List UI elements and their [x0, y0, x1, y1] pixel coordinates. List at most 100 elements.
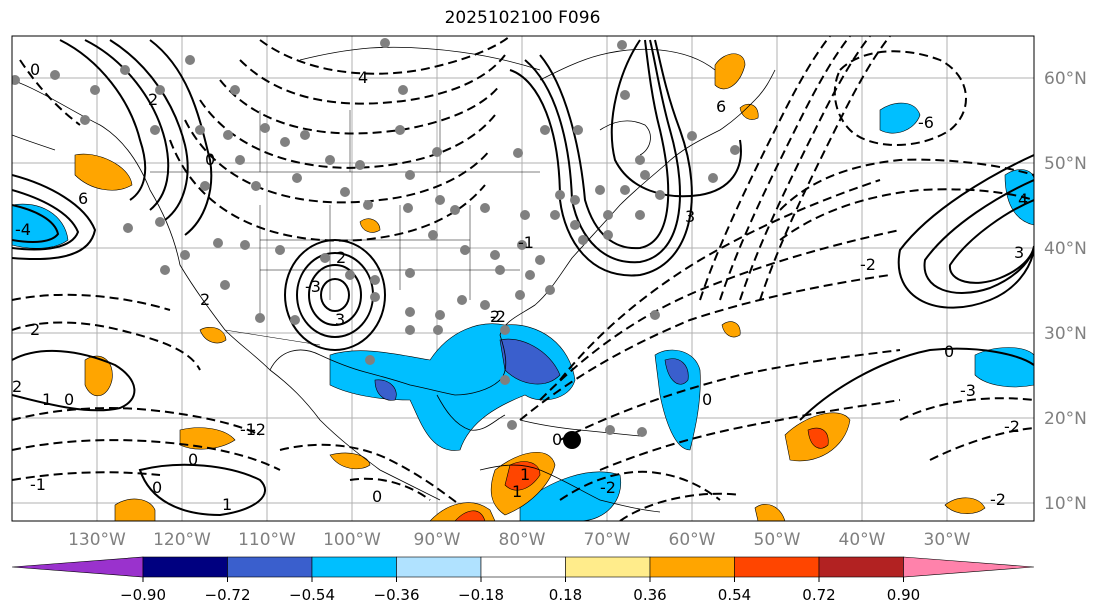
- colorbar-tick-label: −0.72: [205, 586, 251, 604]
- map-title: 2025102100 F096: [444, 8, 601, 28]
- contour-label: 0: [30, 60, 40, 79]
- lon-label: 80°W: [499, 530, 546, 550]
- contour-label: 3: [1014, 243, 1024, 262]
- colorbar-tick-label: −0.18: [458, 586, 504, 604]
- map-panel: [12, 36, 1034, 521]
- lon-label: 60°W: [669, 530, 716, 550]
- caribbean-negative-region: [519, 471, 622, 521]
- longitude-labels: 130°W 120°W 110°W 100°W 90°W 80°W 70°W 6…: [68, 530, 971, 550]
- lon-label: 30°W: [924, 530, 971, 550]
- lon-label: 70°W: [584, 530, 631, 550]
- pacific-positive-region-4: [114, 498, 156, 521]
- colorbar-segment: [649, 556, 735, 578]
- lon-label: 100°W: [323, 530, 381, 550]
- colorbar-tick-label: 0.54: [718, 586, 751, 604]
- colorbar-segment: [565, 556, 651, 578]
- gulf-positive-small: [721, 321, 741, 338]
- colorbar-tick-label: −0.54: [289, 586, 335, 604]
- contour-label: 6: [716, 97, 726, 116]
- contour-label: 0: [702, 390, 712, 409]
- pacific-positive-region-3: [329, 452, 371, 470]
- contour-label: 3: [335, 310, 345, 329]
- colorbar-segment: [818, 556, 904, 578]
- contour-label: 0: [944, 342, 954, 361]
- contour-label: 2: [12, 377, 22, 396]
- contour-label: -2: [1004, 417, 1020, 436]
- colorbar-segment: [734, 556, 820, 578]
- lat-label: 40°N: [1044, 239, 1087, 259]
- colorbar-tick-label: −0.36: [374, 586, 420, 604]
- pacific-positive-region-2: [179, 427, 236, 450]
- lon-label: 50°W: [754, 530, 801, 550]
- colorbar-tick-label: 0.36: [633, 586, 666, 604]
- colorbar-tick-labels: −0.90 −0.72 −0.54 −0.36 −0.18 0.18 0.36 …: [120, 586, 920, 604]
- lakes-positive-small: [359, 218, 381, 233]
- contour-label: 0: [152, 478, 162, 497]
- colorbar-segment: [227, 556, 313, 578]
- contour-label: -1: [30, 475, 46, 494]
- contour-label: 1: [222, 495, 232, 514]
- colorbar-segment: [480, 556, 566, 578]
- contour-label: -1: [240, 420, 256, 439]
- contour-label: 0: [188, 450, 198, 469]
- canada-positive-region: [74, 153, 133, 191]
- colorbar: [11, 556, 1035, 578]
- contour-labels: 0 2 4 6 3 2 0 -2 -4 -6 4 6 2 0 3 -2 1 0 …: [12, 60, 1028, 514]
- atlantic-positive-core: [807, 427, 829, 449]
- colorbar-ticks: [142, 577, 904, 582]
- contour-label: -3: [960, 381, 976, 400]
- caribbean-positive-core: [504, 461, 541, 491]
- contour-label: -6: [918, 113, 934, 132]
- sea-positive-region: [739, 103, 759, 120]
- contour-label: 1: [512, 482, 522, 501]
- lon-label: 90°W: [414, 530, 461, 550]
- gulf-negative-west-core: [374, 379, 397, 401]
- east-positive-small-2: [754, 504, 786, 521]
- contour-label: -2: [600, 478, 616, 497]
- southwest-positive-small: [199, 327, 227, 344]
- atlantic-negative-region: [654, 349, 701, 451]
- contour-label: 0: [205, 150, 215, 169]
- lat-label: 30°N: [1044, 324, 1087, 344]
- lon-label: 110°W: [238, 530, 296, 550]
- colorbar-tick-label: −0.90: [120, 586, 166, 604]
- gulf-negative-core: [499, 338, 561, 385]
- colorbar-segment: [396, 556, 482, 578]
- lon-label: 130°W: [68, 530, 126, 550]
- contour-label: 6: [78, 189, 88, 208]
- lat-label: 50°N: [1044, 154, 1087, 174]
- contour-label: -4: [15, 220, 31, 239]
- labrador-positive-region: [714, 53, 746, 90]
- contour-label: 1: [520, 465, 530, 484]
- north-atlantic-negative-region: [879, 102, 921, 134]
- colorbar-extend-high: [903, 556, 1035, 578]
- colorbar-tick-label: 0.90: [887, 586, 920, 604]
- contour-label: 2: [200, 290, 210, 309]
- contour-label: 0: [64, 390, 74, 409]
- contour-label: -3: [305, 277, 321, 296]
- east-positive-small: [944, 497, 986, 514]
- colorbar-segment: [142, 556, 228, 578]
- contour-label: 4: [1018, 190, 1028, 209]
- contour-label: 0: [552, 430, 562, 449]
- colorbar-tick-label: 0.72: [802, 586, 835, 604]
- contour-label: 3: [685, 207, 695, 226]
- lat-label: 20°N: [1044, 409, 1087, 429]
- pacific-positive-region: [84, 355, 113, 396]
- colorbar-extend-low: [11, 556, 144, 578]
- lon-label: 40°W: [839, 530, 886, 550]
- map-frame: [11, 35, 1035, 522]
- contour-label: -1: [518, 233, 534, 252]
- atlantic-negative-core: [664, 358, 689, 385]
- lon-label: 120°W: [153, 530, 211, 550]
- lat-label: 60°N: [1044, 69, 1087, 89]
- contour-label: 2: [490, 307, 500, 326]
- colorbar-tick-label: 0.18: [549, 586, 582, 604]
- colorbar-segment: [311, 556, 397, 578]
- contour-label: 4: [358, 68, 368, 87]
- station-markers: [12, 38, 740, 437]
- contour-label: 2: [148, 90, 158, 109]
- negative-contours: [12, 36, 1034, 521]
- contour-label: 1: [42, 390, 52, 409]
